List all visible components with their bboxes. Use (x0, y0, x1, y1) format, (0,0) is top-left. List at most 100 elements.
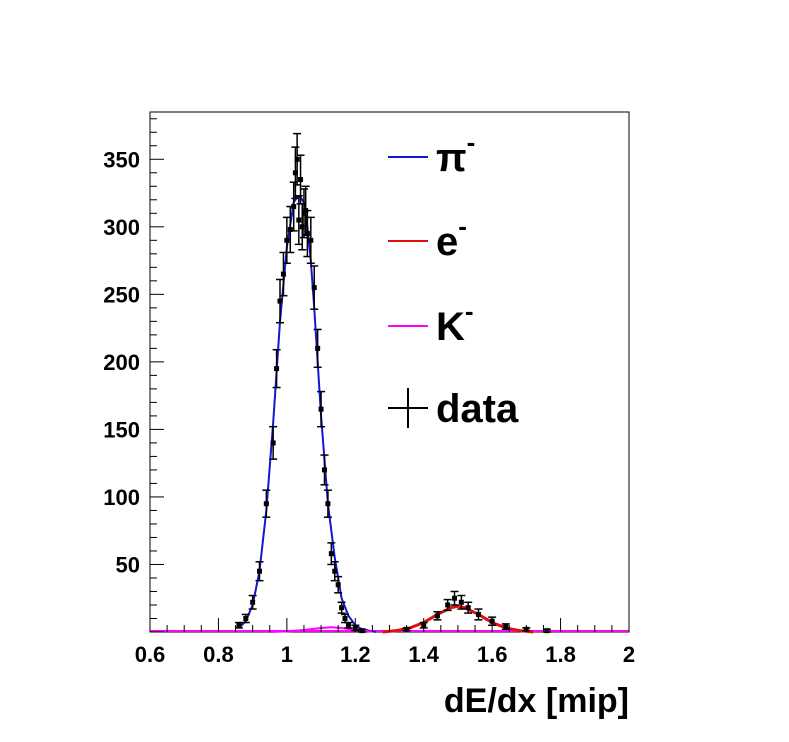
data-marker (503, 624, 509, 630)
data-point (276, 278, 285, 324)
data-point (457, 594, 466, 610)
data-point (464, 601, 473, 614)
x-tick-label: 0.6 (135, 642, 166, 667)
data-marker (445, 602, 451, 608)
x-tick-label: 0.8 (203, 642, 234, 667)
x-tick-label: 1 (281, 642, 293, 667)
x-tick-label: 1.4 (408, 642, 439, 667)
fit-curves (150, 196, 629, 634)
x-axis: 0.6 0.8 1 1.2 1.4 1.6 1.8 2 (135, 618, 635, 667)
data-point (255, 561, 264, 582)
data-marker (318, 406, 324, 412)
data-point (433, 610, 442, 621)
data-marker (308, 237, 314, 243)
legend-label-kaon: K- (436, 296, 474, 349)
data-point (474, 608, 483, 621)
data-point (443, 598, 452, 612)
legend: π- e- K- data (388, 127, 519, 431)
data-point (299, 188, 308, 239)
data-point (303, 209, 312, 258)
data-marker (335, 582, 341, 588)
x-tick-label: 2 (623, 642, 635, 667)
data-point (337, 601, 346, 614)
data-point (282, 216, 291, 265)
data-marker (296, 217, 302, 223)
data-marker (452, 595, 458, 601)
y-tick-label: 250 (103, 282, 140, 307)
data-marker (274, 366, 280, 372)
data-marker (475, 611, 481, 617)
y-tick-label: 100 (103, 485, 140, 510)
data-point (450, 590, 459, 606)
y-tick-label: 150 (103, 417, 140, 442)
data-marker (280, 271, 286, 277)
data-marker (321, 467, 327, 473)
data-marker (287, 227, 293, 233)
legend-label-pion: π- (436, 127, 475, 180)
data-point (272, 348, 281, 389)
data-marker (315, 345, 321, 351)
data-marker (294, 156, 300, 162)
data-marker (299, 224, 305, 230)
data-point (317, 390, 326, 428)
data-marker (304, 231, 310, 237)
data-marker (465, 605, 471, 611)
data-point (313, 328, 322, 369)
data-marker (277, 298, 283, 304)
data-point (291, 146, 300, 200)
data-marker (325, 501, 331, 507)
data-marker (284, 237, 290, 243)
data-marker (339, 605, 345, 611)
data-point (330, 561, 339, 582)
data-point (323, 489, 332, 518)
data-point (248, 594, 257, 610)
data-marker (332, 568, 338, 574)
y-tick-label: 50 (116, 552, 140, 577)
data-point (306, 216, 315, 265)
data-point (234, 621, 243, 629)
data-point (310, 265, 319, 310)
data-marker (250, 599, 256, 605)
data-points (234, 132, 551, 634)
data-point (262, 489, 271, 518)
data-point (344, 621, 353, 629)
data-marker (342, 615, 348, 621)
data-marker (243, 615, 249, 621)
data-marker (301, 210, 307, 216)
x-axis-title: dE/dx [mip] (444, 682, 629, 720)
plot-frame (149, 111, 630, 633)
data-marker (311, 285, 317, 291)
data-marker (544, 628, 550, 634)
data-marker (328, 551, 334, 557)
data-marker (256, 568, 262, 574)
data-point (542, 628, 551, 634)
data-point (327, 542, 336, 566)
data-marker (236, 622, 242, 628)
data-marker (458, 599, 464, 605)
legend-label-electron: e- (436, 211, 467, 264)
y-tick-label: 350 (103, 147, 140, 172)
data-marker (345, 622, 351, 628)
data-point (334, 575, 343, 594)
x-tick-label: 1.6 (477, 642, 508, 667)
data-point (241, 613, 250, 624)
y-tick-label: 300 (103, 215, 140, 240)
data-point (269, 425, 278, 460)
y-tick-label: 200 (103, 350, 140, 375)
y-axis: 50 100 150 200 250 300 350 (103, 118, 164, 633)
data-point (501, 623, 510, 631)
data-point (358, 628, 367, 634)
legend-label-data: data (436, 387, 519, 431)
data-point (320, 454, 329, 486)
data-marker (292, 170, 298, 176)
data-point (293, 132, 302, 186)
data-point (279, 251, 288, 297)
data-marker (291, 204, 297, 210)
x-tick-label: 1.2 (340, 642, 371, 667)
data-marker (270, 440, 276, 446)
x-tick-label: 1.8 (545, 642, 576, 667)
data-point (289, 181, 298, 232)
data-marker (298, 177, 304, 183)
data-marker (434, 613, 440, 619)
